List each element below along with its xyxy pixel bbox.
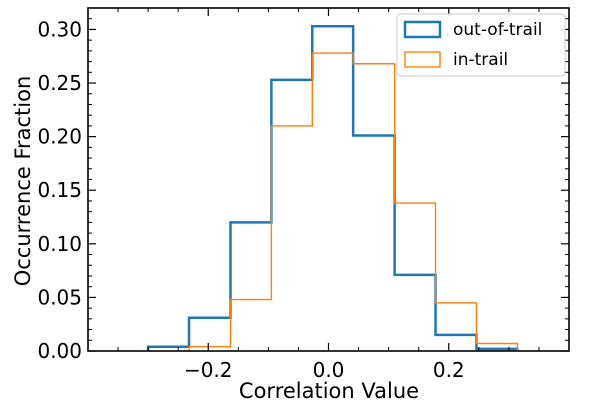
series-step-outline [188,52,518,351]
legend-swatch [403,20,442,39]
y-tick-label: 0.20 [37,125,82,149]
histogram-bin [395,203,436,351]
histogram-bin [312,53,353,351]
x-tick-label: 0.2 [433,358,465,382]
histogram-bin [230,300,271,351]
y-tick-label: 0.30 [37,17,82,41]
axes-layer: −0.2 0.0 0.2 0.00 0.05 0.10 0.15 0.20 0.25 0.30 [37,7,570,382]
histogram-bin [436,303,477,351]
legend-swatch [404,51,441,68]
series-layer [146,24,519,351]
legend-label: out-of-trail [453,20,542,40]
histogram-bin [353,64,394,351]
y-tick-label: 0.25 [37,71,82,95]
legend-label: in-trail [453,50,508,70]
y-tick-label: 0.15 [37,178,82,202]
y-tick-label: 0.00 [37,339,82,363]
y-tick-label: 0.10 [37,232,82,256]
series-step-outline [146,24,519,351]
histogram-bin [476,343,517,351]
legend: out-of-trail in-trail [396,13,566,77]
series-out-of-trail [146,24,519,351]
y-axis-label: Occurrence Fraction [11,76,35,287]
histogram-bin [271,126,312,351]
x-tick-label: −0.2 [184,358,233,382]
series-in-trail [188,52,518,351]
legend-item: in-trail [404,50,508,70]
x-axis-label: Correlation Value [239,379,419,403]
legend-item: out-of-trail [403,20,542,40]
y-tick-label: 0.05 [37,285,82,309]
x-tick-label: 0.0 [313,358,345,382]
